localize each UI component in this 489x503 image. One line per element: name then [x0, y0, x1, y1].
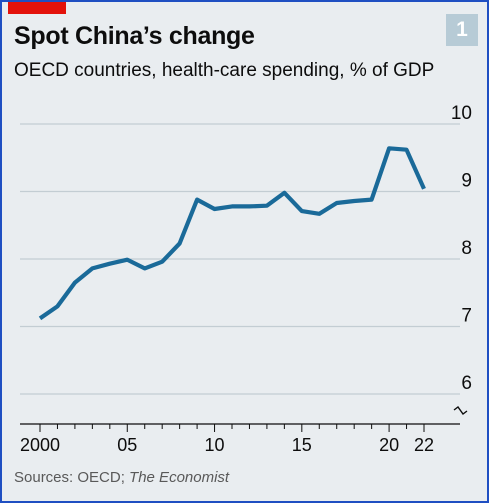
- source-prefix: Sources: OECD;: [14, 469, 130, 486]
- data-point-2000: [38, 316, 42, 320]
- data-point-2016: [317, 212, 321, 216]
- data-point-2012: [247, 204, 251, 208]
- series: [38, 146, 426, 321]
- source-note: Sources: OECD; The Economist: [14, 469, 229, 486]
- data-point-2014: [282, 191, 286, 195]
- series-line: [38, 146, 426, 321]
- x-tick-label-2000: 2000: [20, 435, 60, 455]
- y-tick-label-6: 6: [461, 373, 472, 394]
- x-tick-label-22: 22: [414, 435, 434, 455]
- y-axis-tick-labels: 6 7 8 9 10: [451, 103, 472, 415]
- brand-red-tag: [8, 2, 66, 14]
- x-axis-tick-labels: 2000 05 10 15 20 22: [20, 435, 434, 455]
- data-point-2021: [405, 148, 409, 152]
- data-point-2013: [265, 204, 269, 208]
- x-tick-label-20: 20: [379, 435, 399, 455]
- x-tick-label-05: 05: [117, 435, 137, 455]
- x-tick-label-15: 15: [292, 435, 312, 455]
- data-point-2001: [55, 304, 59, 308]
- data-point-2022: [422, 187, 426, 191]
- gridlines: [20, 123, 460, 395]
- chart-number-badge: 1: [446, 14, 478, 46]
- chart-title: Spot China’s change: [14, 22, 255, 50]
- data-point-2008: [178, 241, 182, 245]
- data-point-2007: [160, 260, 164, 264]
- data-point-2002: [73, 281, 77, 285]
- data-point-2004: [108, 262, 112, 266]
- data-point-2018: [352, 199, 356, 203]
- data-point-2003: [90, 266, 94, 270]
- y-tick-label-9: 9: [461, 171, 472, 192]
- data-point-2011: [230, 204, 234, 208]
- data-point-2009: [195, 198, 199, 202]
- data-point-2010: [213, 207, 217, 211]
- data-point-2017: [335, 201, 339, 205]
- source-publication: The Economist: [129, 469, 230, 486]
- x-axis: [20, 423, 460, 432]
- data-point-2005: [125, 258, 129, 262]
- data-point-2020: [387, 146, 391, 150]
- data-point-2006: [143, 266, 147, 270]
- x-tick-label-10: 10: [205, 435, 225, 455]
- axis-break-icon: [453, 406, 468, 415]
- y-tick-label-10: 10: [451, 103, 472, 124]
- y-tick-label-7: 7: [461, 306, 472, 327]
- data-point-2015: [300, 209, 304, 213]
- chart-subtitle: OECD countries, health-care spending, % …: [14, 60, 435, 81]
- data-point-2019: [370, 198, 374, 202]
- y-tick-label-8: 8: [461, 238, 472, 259]
